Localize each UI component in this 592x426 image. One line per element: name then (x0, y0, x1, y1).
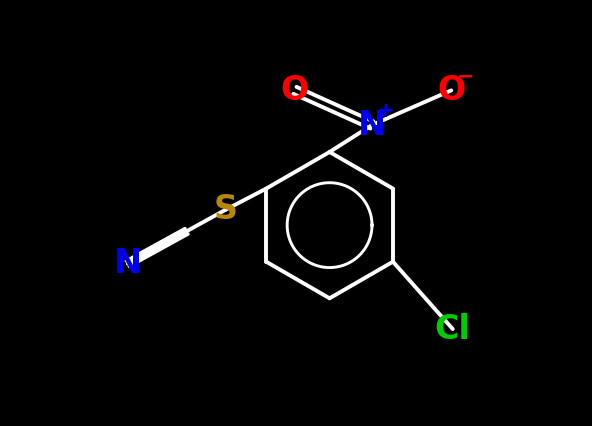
Text: O: O (437, 74, 465, 107)
Text: N: N (358, 109, 386, 141)
Text: N: N (114, 247, 142, 280)
Text: S: S (214, 193, 237, 226)
Text: Cl: Cl (435, 313, 471, 345)
Text: O: O (281, 74, 309, 107)
Text: +: + (377, 101, 395, 121)
Text: −: − (456, 66, 474, 86)
